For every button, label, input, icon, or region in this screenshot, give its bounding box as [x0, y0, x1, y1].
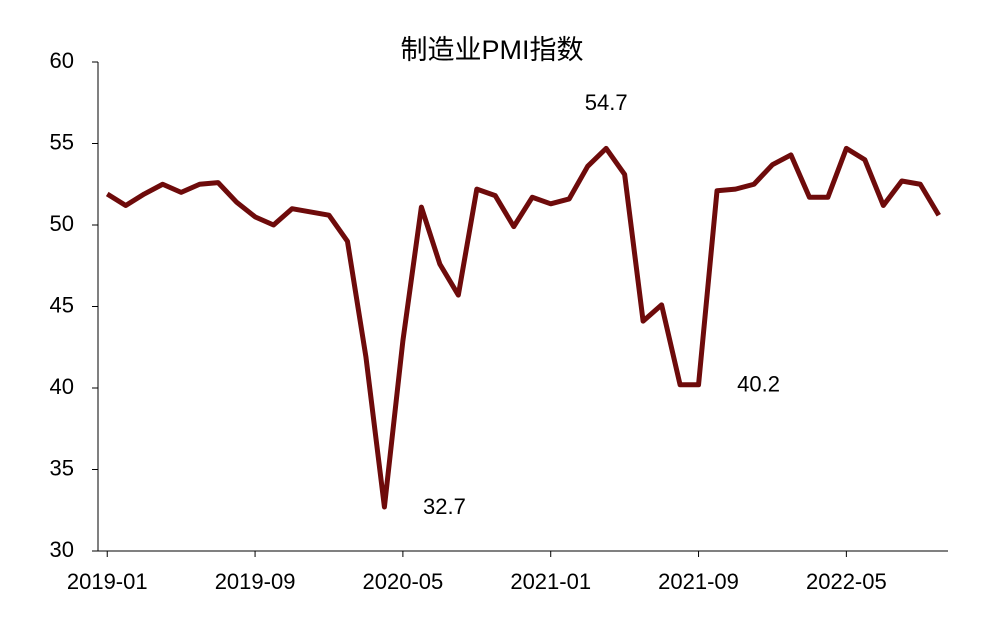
x-tick-label: 2019-09	[215, 569, 296, 594]
data-label: 54.7	[585, 90, 628, 115]
y-tick-label: 30	[50, 537, 74, 562]
x-tick-label: 2019-01	[67, 569, 148, 594]
x-tick-label: 2020-05	[363, 569, 444, 594]
y-tick-label: 55	[50, 129, 74, 154]
y-tick-label: 35	[50, 455, 74, 480]
x-tick-label: 2022-05	[806, 569, 887, 594]
data-label: 32.7	[423, 494, 466, 519]
y-tick-label: 50	[50, 211, 74, 236]
y-tick-label: 45	[50, 292, 74, 317]
y-tick-label: 40	[50, 374, 74, 399]
x-tick-label: 2021-01	[510, 569, 591, 594]
y-tick-label: 60	[50, 48, 74, 73]
chart-title: 制造业PMI指数	[400, 35, 583, 65]
x-tick-label: 2021-09	[658, 569, 739, 594]
data-line	[105, 145, 941, 510]
data-label: 40.2	[737, 372, 780, 397]
